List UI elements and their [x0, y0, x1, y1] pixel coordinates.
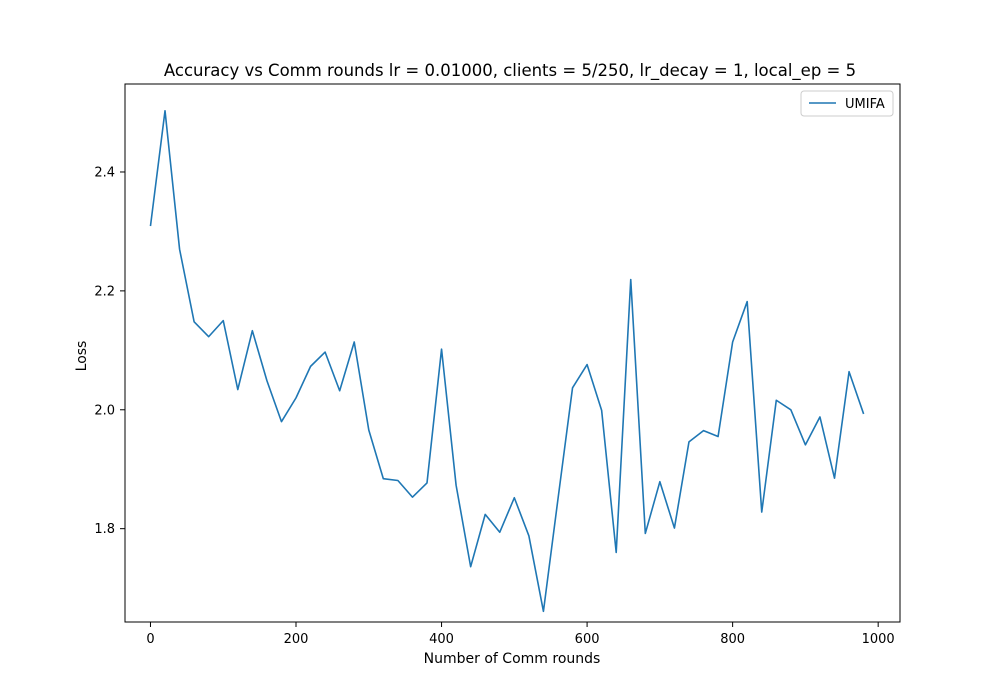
y-tick-label: 1.8: [94, 522, 115, 537]
x-tick-label: 600: [575, 632, 600, 647]
x-tick-label: 0: [146, 632, 154, 647]
chart-title: Accuracy vs Comm rounds lr = 0.01000, cl…: [164, 61, 856, 81]
x-tick-label: 800: [720, 632, 745, 647]
x-axis-label: Number of Comm rounds: [424, 651, 601, 667]
y-tick-label: 2.4: [94, 165, 115, 180]
series-line-umifa: [149, 109, 865, 613]
x-axis-ticks: 0 200 400 600 800 1000: [146, 622, 895, 647]
legend: UMIFA: [800, 90, 894, 117]
legend-entry-label: UMIFA: [845, 97, 885, 112]
y-tick-label: 2.2: [94, 284, 115, 299]
plot-area: [149, 109, 865, 613]
legend-box: [800, 90, 894, 117]
x-tick-label: 200: [284, 632, 309, 647]
x-tick-label: 1000: [862, 632, 895, 647]
y-tick-label: 2.0: [94, 403, 115, 418]
plot-frame: [124, 83, 901, 623]
y-axis-label: Loss: [74, 341, 90, 372]
y-axis-ticks: 1.8 2.0 2.2 2.4: [94, 165, 125, 537]
x-tick-label: 400: [429, 632, 454, 647]
